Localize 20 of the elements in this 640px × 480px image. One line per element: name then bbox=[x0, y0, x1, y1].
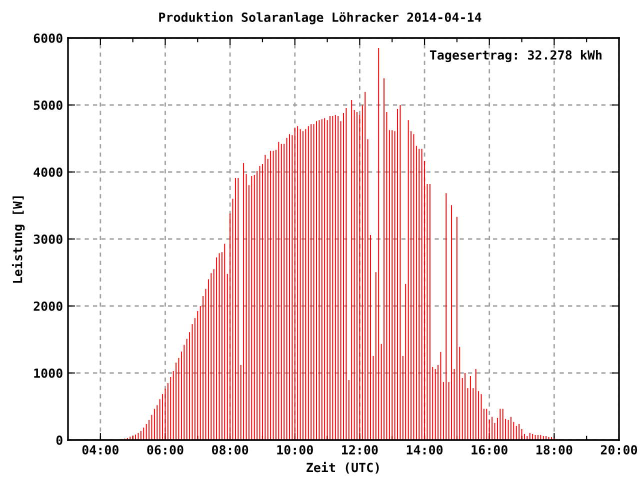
x-tick-label: 12:00 bbox=[342, 445, 378, 455]
x-tick-label: 04:00 bbox=[82, 445, 118, 455]
x-tick-label: 16:00 bbox=[472, 445, 508, 455]
x-tick-label: 08:00 bbox=[212, 445, 248, 455]
x-tick-label: 10:00 bbox=[277, 445, 313, 455]
y-tick-label: 3000 bbox=[34, 234, 62, 244]
y-tick-label: 0 bbox=[56, 435, 62, 445]
y-tick-label: 6000 bbox=[34, 33, 62, 43]
x-axis-title: Zeit (UTC) bbox=[306, 462, 379, 474]
x-tick-label: 06:00 bbox=[147, 445, 184, 455]
y-tick-label: 1000 bbox=[34, 368, 62, 378]
annotation: Tagesertrag: 32.278 kWh bbox=[430, 50, 602, 62]
x-tick-label: 18:00 bbox=[536, 445, 572, 455]
y-tick-label: 2000 bbox=[34, 301, 62, 311]
y-axis-title: Leistung [W] bbox=[12, 196, 25, 283]
x-tick-label: 20:00 bbox=[600, 445, 638, 455]
y-tick-label: 5000 bbox=[34, 100, 62, 110]
x-tick-label: 14:00 bbox=[406, 445, 443, 455]
y-tick-label: 4000 bbox=[34, 167, 62, 177]
chart-title: Produktion Solaranlage Löhracker 2014-04-14 bbox=[159, 12, 482, 24]
